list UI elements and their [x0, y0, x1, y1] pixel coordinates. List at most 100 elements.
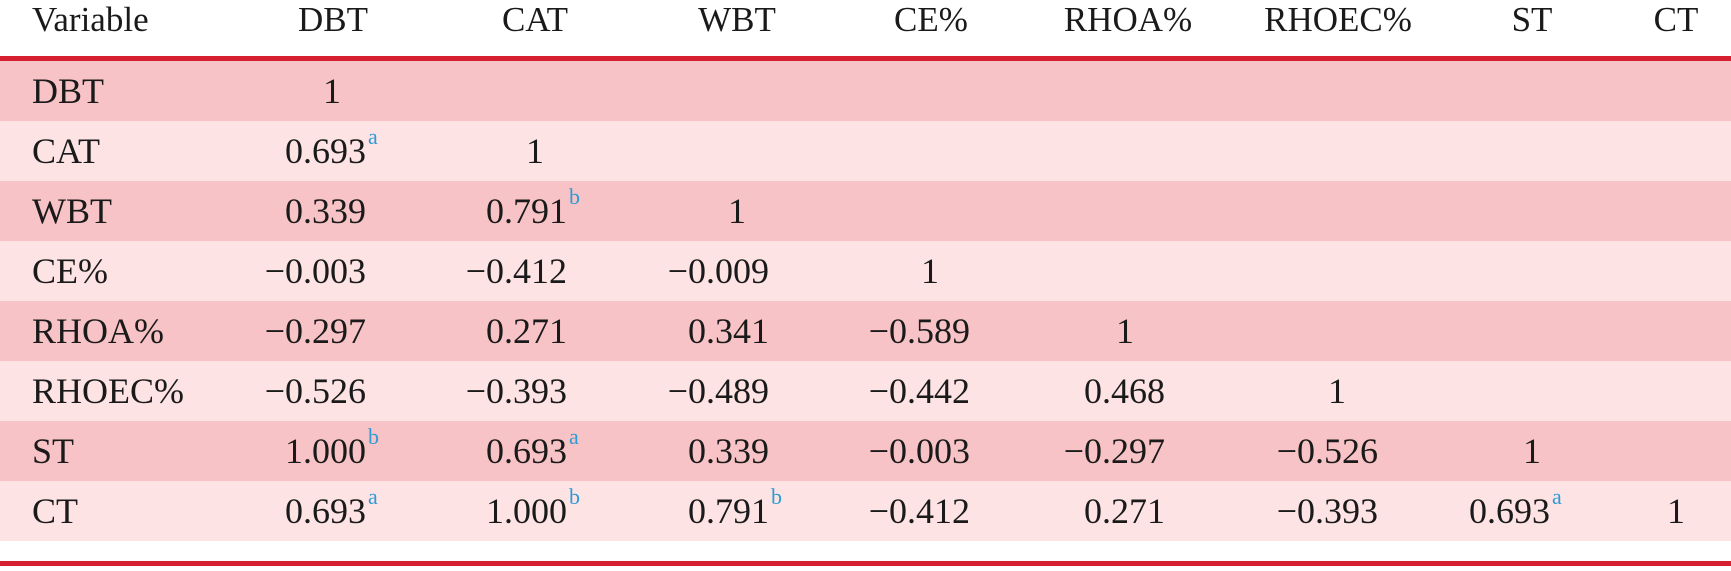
table-cell: 0.271 [993, 481, 1183, 541]
cell-value: −0.526 [1276, 431, 1378, 471]
significance-superscript: a [569, 424, 579, 449]
table-cell: 0.791 b [597, 481, 787, 541]
table-cell: −0.589 [798, 301, 988, 361]
cell-value: −0.412 [868, 491, 970, 531]
table-cell: −0.526 [194, 361, 384, 421]
row-label: ST [32, 431, 75, 471]
cell-value: 0.791 [688, 491, 769, 531]
table-cell: −0.412 [798, 481, 988, 541]
table-row: DBT 1 [0, 61, 1731, 121]
table-cell: 1 [1636, 481, 1716, 541]
table-cell: 0.271 [395, 301, 585, 361]
table-cell: −0.489 [597, 361, 787, 421]
table-cell: 1 [495, 121, 575, 181]
table-cell: 0.468 [993, 361, 1183, 421]
significance-superscript: b [569, 184, 580, 209]
row-label: RHOEC% [32, 371, 184, 411]
header-rhoec-pct: RHOEC% [1264, 0, 1412, 39]
table-cell: 1 [1492, 421, 1572, 481]
table-cell: 1 [697, 181, 777, 241]
significance-superscript: b [569, 484, 580, 509]
significance-superscript: a [1552, 484, 1562, 509]
cell-value: 1 [1523, 431, 1541, 471]
cell-value: −0.412 [465, 251, 567, 291]
header-wbt: WBT [698, 0, 776, 39]
cell-value: 0.339 [285, 191, 366, 231]
table-cell: 0.341 [597, 301, 787, 361]
cell-value: 1.000 [486, 491, 567, 531]
cell-value: 0.341 [688, 311, 769, 351]
table-cell: 0.693 a [1378, 481, 1568, 541]
significance-superscript: a [368, 124, 378, 149]
cell-value: −0.297 [264, 311, 366, 351]
cell-value: 1 [1116, 311, 1134, 351]
header-row: Variable DBT CAT WBT CE% RHOA% RHOEC% ST CT [0, 0, 1731, 57]
table-cell: 1 [292, 61, 372, 121]
table-row: RHOEC% −0.526 −0.393 −0.489 −0.442 0.468 1 [0, 361, 1731, 421]
header-cat: CAT [501, 0, 569, 39]
header-variable: Variable [32, 0, 149, 39]
cell-value: 0.693 [285, 131, 366, 171]
table-cell: 1.000 b [194, 421, 384, 481]
cell-value: 0.791 [486, 191, 567, 231]
table-cell: 1 [890, 241, 970, 301]
significance-superscript: a [368, 484, 378, 509]
table-row: WBT 0.339 0.791 b 1 [0, 181, 1731, 241]
table-cell: 1 [1085, 301, 1165, 361]
table-cell: −0.393 [395, 361, 585, 421]
cell-value: 1 [921, 251, 939, 291]
significance-superscript: b [771, 484, 782, 509]
row-label: RHOA% [32, 311, 164, 351]
header-ce-pct: CE% [894, 0, 968, 39]
cell-value: 0.693 [285, 491, 366, 531]
table-row: CT 0.693 a 1.000 b 0.791 b −0.412 0.271 −0.393 0.6… [0, 481, 1731, 541]
cell-value: −0.393 [1276, 491, 1378, 531]
table-cell: 0.693 a [395, 421, 585, 481]
cell-value: 0.271 [1084, 491, 1165, 531]
cell-value: −0.526 [264, 371, 366, 411]
table-cell: −0.003 [798, 421, 988, 481]
header-st: ST [1511, 0, 1553, 39]
cell-value: −0.003 [868, 431, 970, 471]
table-row: CAT 0.693 a 1 [0, 121, 1731, 181]
table-cell: 0.339 [597, 421, 787, 481]
header-rhoa-pct: RHOA% [1063, 0, 1193, 39]
cell-value: 0.693 [1469, 491, 1550, 531]
cell-value: −0.003 [264, 251, 366, 291]
row-label: CAT [32, 131, 101, 171]
table-cell: −0.526 [1206, 421, 1396, 481]
row-label: DBT [32, 71, 104, 111]
table-cell: 1 [1297, 361, 1377, 421]
table-cell: −0.003 [194, 241, 384, 301]
cell-value: −0.589 [868, 311, 970, 351]
cell-value: 0.693 [486, 431, 567, 471]
cell-value: −0.393 [465, 371, 567, 411]
table-row: RHOA% −0.297 0.271 0.341 −0.589 1 [0, 301, 1731, 361]
table-body: DBT 1 CAT 0.693 a 1 WBT 0.339 0.791 b 1 CE% −0.003 −0… [0, 61, 1731, 541]
significance-superscript: b [368, 424, 379, 449]
table-cell: −0.297 [993, 421, 1183, 481]
row-label: CT [32, 491, 79, 531]
table-cell: −0.009 [597, 241, 787, 301]
table-cell: 1.000 b [395, 481, 585, 541]
cell-value: −0.297 [1063, 431, 1165, 471]
cell-value: 1 [526, 131, 544, 171]
cell-value: −0.442 [868, 371, 970, 411]
cell-value: 1.000 [285, 431, 366, 471]
cell-value: 0.468 [1084, 371, 1165, 411]
cell-value: −0.009 [667, 251, 769, 291]
table-cell: 0.693 a [194, 481, 384, 541]
cell-value: 1 [1328, 371, 1346, 411]
row-label: CE% [32, 251, 108, 291]
table-row: CE% −0.003 −0.412 −0.009 1 [0, 241, 1731, 301]
header-ct: CT [1653, 0, 1699, 39]
table-row: ST 1.000 b 0.693 a 0.339 −0.003 −0.297 −0.526 1 [0, 421, 1731, 481]
bottom-rule [0, 561, 1731, 566]
cell-value: 0.271 [486, 311, 567, 351]
table-cell: 0.791 b [395, 181, 585, 241]
table-cell: 0.339 [194, 181, 384, 241]
table-cell: −0.393 [1206, 481, 1396, 541]
table-cell: −0.412 [395, 241, 585, 301]
table-cell: −0.442 [798, 361, 988, 421]
